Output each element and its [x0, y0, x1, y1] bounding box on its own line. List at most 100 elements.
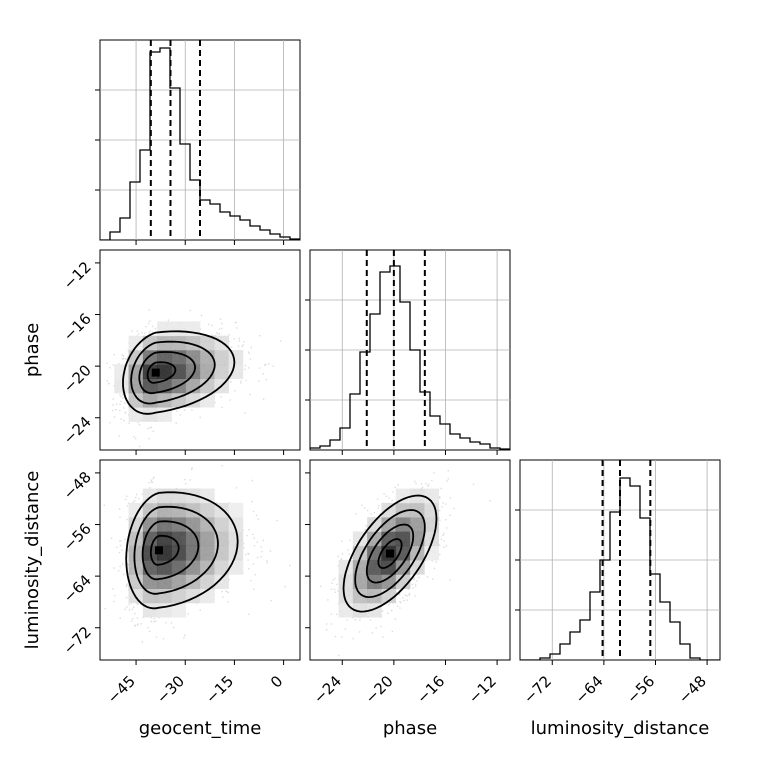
panels: −72 −64 −56 −48 −24 −20 −16 −12 −45 −30 −15 0 −72 −64…: [60, 39, 721, 707]
density-cell: [338, 602, 354, 618]
density-cell: [200, 392, 215, 408]
density-cell: [114, 364, 129, 379]
contour-geocent_time-phase-3: [122, 330, 236, 415]
density-cell: [424, 545, 439, 561]
ytick-label-phase-2: −16: [60, 310, 95, 345]
density-cell: [352, 602, 368, 618]
density-cell: [142, 517, 158, 532]
xtick-label-geocent_time-3: 0: [267, 672, 286, 691]
density-geocent_time-luminosity_distance: [103, 465, 291, 643]
contour-phase-luminosity_distance-0: [377, 538, 403, 570]
density-cell: [128, 392, 144, 408]
density-cell: [142, 502, 158, 518]
xtick-label-luminosity_distance-0: −72: [520, 672, 555, 707]
density-cell: [338, 574, 354, 589]
contour-geocent_time-luminosity_distance-2: [133, 505, 219, 595]
density-geocent_time-phase: [106, 309, 282, 448]
density-cell: [424, 531, 439, 547]
density-cell: [185, 531, 201, 547]
density-cell: [171, 321, 187, 337]
xtick-label-phase-2: −16: [413, 672, 448, 707]
density-cell: [128, 335, 144, 351]
density-cell: [200, 574, 215, 589]
density-cell: [185, 350, 201, 365]
density-cell: [410, 517, 425, 532]
contour-geocent_time-luminosity_distance-0: [149, 534, 180, 566]
density-cell: [395, 488, 411, 504]
xtick-label-geocent_time-1: −30: [153, 672, 188, 707]
density-cell: [200, 488, 215, 504]
density-cell: [200, 531, 215, 547]
density-cell: [200, 335, 215, 351]
density-cell: [142, 574, 158, 589]
ytick-label-luminosity_distance-1: −64: [60, 571, 95, 606]
xlabel-luminosity-distance: luminosity_distance: [531, 718, 710, 739]
density-cell: [171, 531, 187, 547]
density-cell: [395, 531, 411, 547]
ytick-label-luminosity_distance-2: −56: [60, 520, 95, 555]
ylabel-luminosity-distance: luminosity_distance: [22, 471, 43, 650]
density-cell: [214, 350, 229, 365]
contour-geocent_time-phase-0: [146, 361, 177, 384]
ylabel-phase: phase: [22, 323, 43, 377]
density-cell: [128, 545, 144, 561]
density-phase-luminosity_distance: [320, 470, 491, 657]
axis-labels: geocent_time phase luminosity_distance p…: [22, 323, 709, 739]
density-cell: [185, 517, 201, 532]
density-cell: [157, 502, 172, 518]
density-cell: [185, 364, 201, 379]
density-cell: [352, 588, 368, 604]
density-cell: [157, 350, 172, 365]
peak-geocent_time-luminosity_distance: [155, 546, 164, 555]
density-cell: [171, 335, 187, 351]
contour-geocent_time-phase-1: [138, 351, 197, 395]
density-cell: [200, 545, 215, 561]
density-cell: [128, 407, 144, 422]
xtick-label-phase-0: −24: [310, 672, 345, 707]
density-cell: [228, 364, 244, 379]
contour-geocent_time-phase-2: [130, 340, 216, 405]
hist-step-phase: [310, 265, 510, 450]
ytick-label-phase-0: −24: [60, 413, 95, 448]
density-cell: [157, 364, 172, 379]
density-cell: [200, 517, 215, 532]
density-cell: [157, 517, 172, 532]
density-cell: [200, 502, 215, 518]
density-cell: [157, 531, 172, 547]
density-cell: [228, 531, 244, 547]
density-cell: [200, 378, 215, 394]
density-cell: [338, 560, 354, 575]
density-cell: [185, 560, 201, 575]
contour-phase-luminosity_distance-2: [354, 509, 426, 599]
density-cell: [114, 378, 129, 394]
contour-geocent_time-luminosity_distance-1: [141, 520, 200, 581]
density-cell: [171, 574, 187, 589]
density-cell: [157, 488, 172, 504]
peak-phase-luminosity_distance: [386, 549, 394, 558]
density-cell: [214, 517, 229, 532]
xtick-label-geocent_time-0: −45: [104, 672, 139, 707]
density-cell: [128, 574, 144, 589]
density-cell: [424, 488, 439, 504]
ytick-label-luminosity_distance-0: −72: [60, 623, 95, 658]
xtick-label-luminosity_distance-2: −56: [623, 672, 658, 707]
density-cell: [185, 335, 201, 351]
density-cell: [381, 574, 397, 589]
density-cell: [128, 502, 144, 518]
density-cell: [157, 321, 172, 337]
density-cell: [185, 488, 201, 504]
density-cell: [171, 588, 187, 604]
ytick-label-phase-3: −12: [60, 258, 95, 293]
ytick-label-luminosity_distance-3: −48: [60, 468, 95, 503]
density-cell: [142, 392, 158, 408]
contour-phase-luminosity_distance-1: [365, 523, 415, 584]
xtick-label-phase-1: −20: [362, 672, 397, 707]
density-cell: [214, 364, 229, 379]
contour-phase-luminosity_distance-3: [342, 494, 438, 613]
xtick-label-phase-3: −12: [465, 672, 500, 707]
xtick-label-luminosity_distance-3: −48: [675, 672, 710, 707]
xtick-label-luminosity_distance-1: −64: [572, 672, 607, 707]
density-cell: [367, 517, 382, 532]
density-cell: [228, 502, 244, 518]
